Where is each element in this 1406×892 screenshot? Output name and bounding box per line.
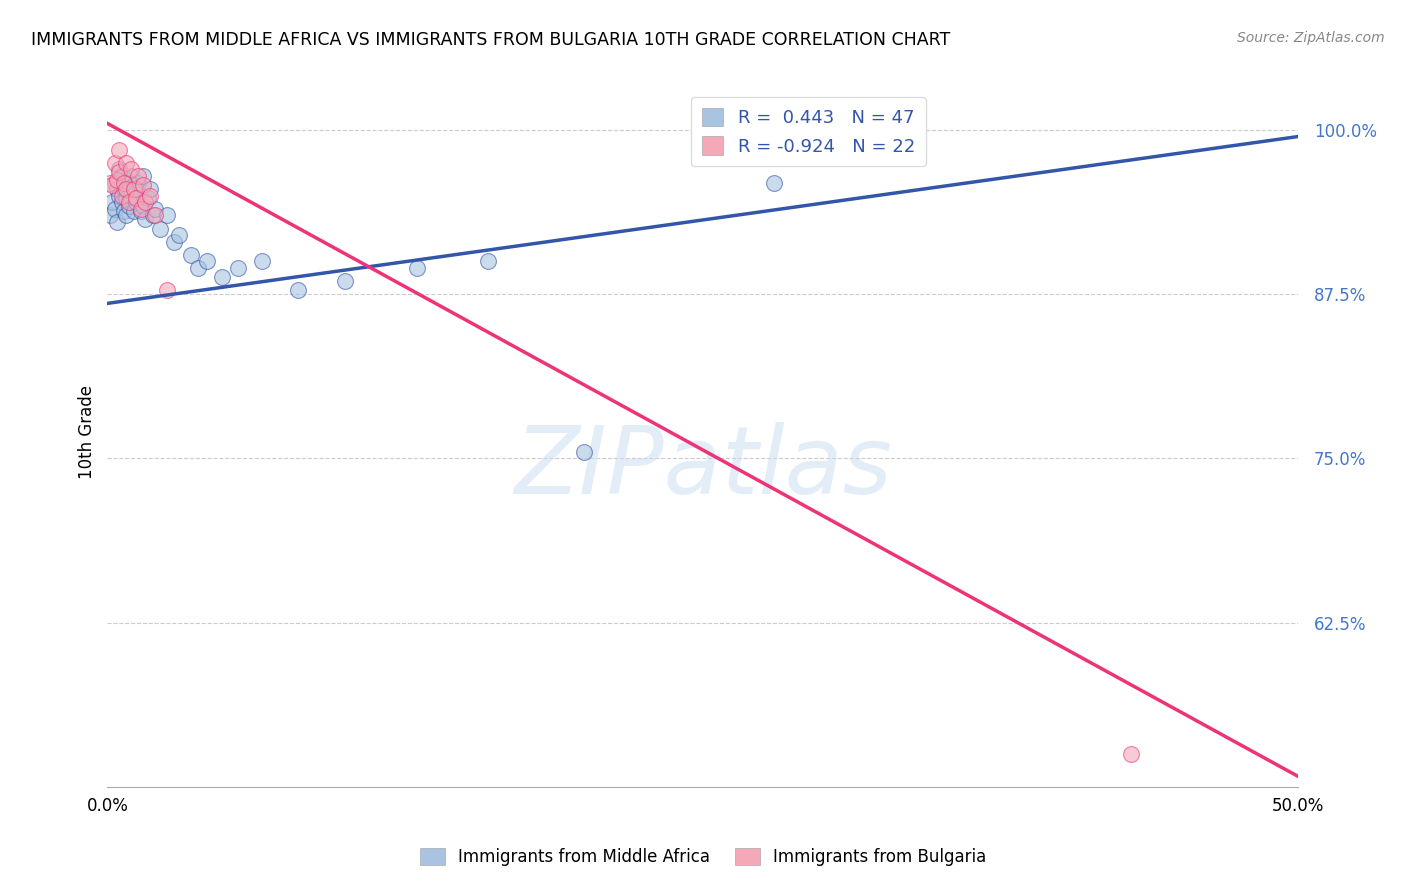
Point: [120, 188, 142, 202]
Point: [108, 162, 131, 177]
Point: [111, 195, 134, 210]
Point: [143, 208, 166, 222]
Point: [108, 165, 131, 179]
Point: [477, 254, 499, 268]
Point: [1121, 747, 1143, 761]
Point: [136, 191, 159, 205]
Point: [197, 254, 219, 268]
Point: [115, 208, 138, 222]
Point: [105, 215, 128, 229]
Point: [105, 173, 128, 187]
Point: [108, 188, 131, 202]
Point: [105, 182, 128, 196]
Point: [112, 182, 135, 196]
Point: [103, 176, 125, 190]
Point: [406, 260, 429, 275]
Legend: R =  0.443   N = 47, R = -0.924   N = 22: R = 0.443 N = 47, R = -0.924 N = 22: [690, 97, 925, 167]
Point: [163, 235, 186, 249]
Point: [111, 188, 134, 202]
Point: [98, 176, 121, 190]
Point: [335, 274, 357, 288]
Point: [129, 202, 152, 216]
Point: [125, 195, 148, 210]
Point: [112, 176, 135, 190]
Point: [118, 176, 141, 190]
Point: [101, 178, 124, 193]
Point: [127, 169, 149, 183]
Point: [228, 260, 250, 275]
Point: [108, 143, 131, 157]
Point: [250, 254, 273, 268]
Point: [143, 202, 166, 216]
Point: [118, 195, 141, 210]
Point: [134, 195, 156, 210]
Point: [132, 178, 155, 193]
Point: [129, 204, 152, 219]
Point: [149, 221, 172, 235]
Point: [572, 445, 595, 459]
Text: ZIPatlas: ZIPatlas: [513, 422, 891, 513]
Point: [112, 204, 135, 219]
Point: [763, 176, 786, 190]
Point: [122, 178, 145, 193]
Point: [132, 169, 155, 183]
Point: [139, 182, 162, 196]
Point: [120, 162, 142, 177]
Point: [120, 169, 142, 183]
Point: [115, 191, 138, 205]
Text: Source: ZipAtlas.com: Source: ZipAtlas.com: [1237, 31, 1385, 45]
Point: [122, 182, 145, 196]
Point: [118, 199, 141, 213]
Point: [187, 260, 209, 275]
Text: IMMIGRANTS FROM MIDDLE AFRICA VS IMMIGRANTS FROM BULGARIA 10TH GRADE CORRELATION: IMMIGRANTS FROM MIDDLE AFRICA VS IMMIGRA…: [31, 31, 950, 49]
Point: [103, 156, 125, 170]
Point: [115, 182, 138, 196]
Point: [132, 199, 155, 213]
Point: [134, 212, 156, 227]
Point: [127, 176, 149, 190]
Point: [180, 248, 202, 262]
Point: [103, 202, 125, 216]
Point: [142, 208, 165, 222]
Y-axis label: 10th Grade: 10th Grade: [79, 385, 96, 479]
Point: [101, 195, 124, 210]
Point: [125, 182, 148, 196]
Legend: Immigrants from Middle Africa, Immigrants from Bulgaria: Immigrants from Middle Africa, Immigrant…: [413, 841, 993, 873]
Point: [139, 188, 162, 202]
Point: [211, 270, 233, 285]
Point: [156, 283, 179, 297]
Point: [111, 169, 134, 183]
Point: [287, 283, 309, 297]
Point: [122, 204, 145, 219]
Point: [115, 156, 138, 170]
Point: [98, 208, 121, 222]
Point: [156, 208, 179, 222]
Point: [167, 228, 190, 243]
Point: [125, 191, 148, 205]
